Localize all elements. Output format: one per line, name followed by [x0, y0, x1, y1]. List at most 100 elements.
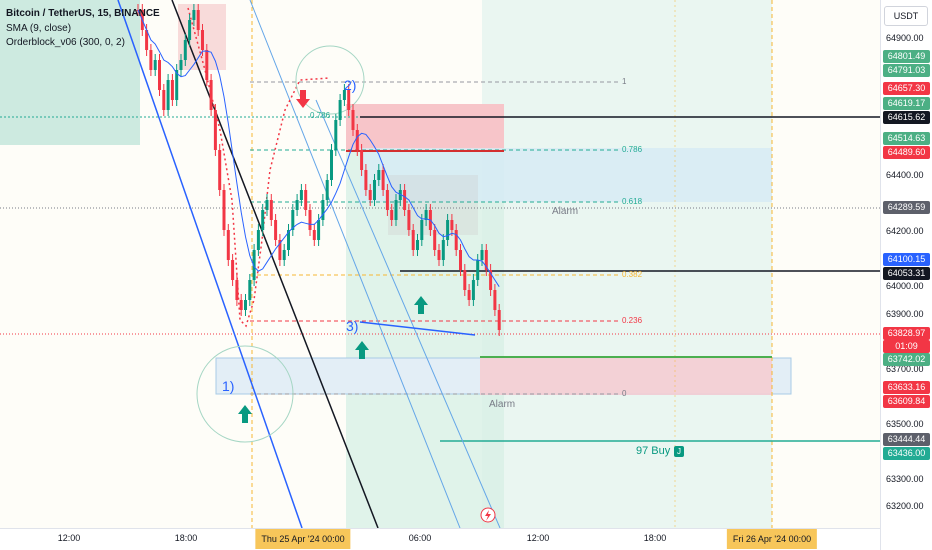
candle: [226, 230, 230, 260]
candle: [347, 90, 351, 110]
candle: [188, 20, 192, 40]
candle: [411, 230, 415, 250]
candle: [342, 90, 346, 100]
candle: [145, 30, 149, 50]
candle: [403, 190, 407, 210]
candle: [330, 150, 333, 180]
candle: [338, 100, 342, 120]
price-chart[interactable]: [0, 0, 880, 528]
price-tick: 63700.00: [886, 364, 924, 374]
candle: [213, 110, 217, 150]
candle: [162, 90, 166, 110]
candle: [287, 230, 290, 250]
price-tag: 64619.17: [883, 97, 930, 110]
candle: [433, 230, 437, 250]
sma-legend[interactable]: SMA (9, close): [6, 23, 72, 34]
time-tick: 18:00: [643, 533, 667, 543]
candle: [166, 80, 170, 110]
green-zone-right: [482, 0, 772, 528]
candle: [158, 60, 161, 90]
price-tag: 63742.02: [883, 353, 930, 366]
candle: [446, 220, 450, 240]
candle: [390, 210, 394, 220]
candle: [209, 80, 213, 110]
fib-box-0786: [360, 148, 772, 202]
fib-label: 1: [622, 77, 627, 86]
sma-line: [137, 9, 500, 287]
candle: [476, 260, 480, 280]
candle: [368, 190, 372, 200]
orderblock-legend[interactable]: Orderblock_v06 (300, 0, 2): [6, 37, 125, 48]
wave-label-2: 2): [344, 77, 357, 93]
buy-marker-icon[interactable]: J: [674, 446, 684, 457]
fib-label: 0.236: [622, 316, 643, 325]
up-arrow-icon: [355, 341, 369, 359]
price-tick: 64200.00: [886, 226, 924, 236]
black-trendline[interactable]: [171, 0, 379, 528]
candle: [252, 250, 256, 280]
candle: [291, 210, 295, 230]
wave-label-1: 1): [222, 378, 235, 394]
fib-label: 0.786: [622, 145, 643, 154]
countdown-tag: 01:09: [883, 340, 930, 353]
candle: [192, 10, 196, 20]
candle: [149, 50, 153, 70]
candle: [489, 270, 493, 290]
price-tag: 64053.31: [883, 267, 930, 280]
candle: [441, 240, 445, 260]
time-tick: 12:00: [526, 533, 550, 543]
candle: [450, 220, 454, 230]
candle: [265, 200, 269, 210]
green-zone-left: [0, 0, 140, 145]
price-tick: 63900.00: [886, 309, 924, 319]
candle: [394, 200, 398, 220]
candle: [231, 260, 235, 280]
fib-label: 0.618: [622, 197, 643, 206]
alarm-label[interactable]: Alarm: [552, 206, 579, 217]
price-tag: 64791.03: [883, 64, 930, 77]
price-tag: 63436.00: [883, 447, 930, 460]
price-tick: 64000.00: [886, 281, 924, 291]
light-trendline-1[interactable]: [249, 0, 461, 528]
candle: [261, 210, 265, 230]
candle: [351, 110, 355, 130]
candle: [407, 210, 411, 230]
price-tag: 64657.30: [883, 82, 930, 95]
price-tick: 64400.00: [886, 170, 924, 180]
blue-trendline[interactable]: [117, 0, 303, 528]
price-tick: 63200.00: [886, 501, 924, 511]
candle: [480, 250, 484, 260]
currency-button[interactable]: USDT: [884, 6, 928, 26]
symbol-legend[interactable]: Bitcoin / TetherUS, 15, BINANCE: [6, 8, 160, 19]
price-tick: 63500.00: [886, 419, 924, 429]
candle: [459, 250, 462, 270]
up-arrow-icon: [414, 296, 428, 314]
candle: [235, 280, 239, 300]
candle: [424, 210, 428, 220]
candle: [201, 30, 204, 50]
candle: [471, 280, 475, 300]
fib-label: 0.382: [622, 270, 643, 279]
candle: [398, 190, 402, 200]
fib-label: 0: [622, 389, 627, 398]
candle: [360, 150, 364, 170]
candle: [244, 300, 247, 310]
price-tag: 64514.63: [883, 132, 930, 145]
candle: [364, 170, 368, 190]
candle: [308, 210, 312, 230]
time-axis[interactable]: [0, 528, 880, 550]
candle: [278, 240, 282, 260]
candle: [179, 60, 183, 70]
fib-label: 0.786: [310, 111, 331, 120]
time-tag: Thu 25 Apr '24 00:00: [255, 529, 351, 549]
candle: [497, 310, 501, 330]
up-arrow-icon: [238, 405, 252, 423]
light-trendline-2[interactable]: [315, 99, 501, 528]
candle: [317, 220, 321, 240]
price-tag: 64801.49: [883, 50, 930, 63]
candle: [282, 250, 286, 260]
alarm-label[interactable]: Alarm: [489, 399, 516, 410]
price-tag: 64100.15: [883, 253, 930, 266]
buy-label[interactable]: 97 Buy: [636, 445, 671, 457]
